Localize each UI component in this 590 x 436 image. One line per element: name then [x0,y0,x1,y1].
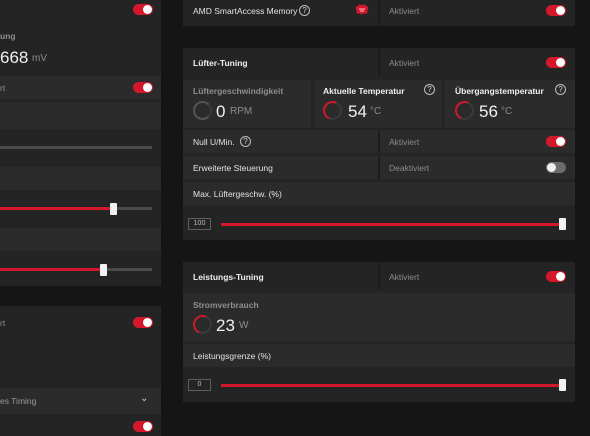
left-panel-bottom [0,306,161,436]
zero-rpm-help-icon[interactable]: ? [240,136,251,147]
fan-speed-label: Lüftergeschwindigkeit [193,86,284,96]
left-slider-1-track[interactable] [0,146,152,149]
smartaccess-help-icon[interactable]: ? [299,5,310,16]
left-timing-label: es Timing [0,396,37,406]
zero-rpm-status: Aktiviert [389,137,420,147]
fan-tuning-title: Lüfter-Tuning [193,58,248,68]
fan-speed-unit: RPM [230,106,253,117]
advanced-control-divider [378,156,380,179]
advanced-control-label: Erweiterte Steuerung [193,163,273,173]
power-tuning-title: Leistungs-Tuning [193,272,264,282]
fan-speed-gauge [193,101,212,120]
fan-temp-unit: °C [370,106,382,117]
advanced-control-status: Deaktiviert [389,163,430,173]
left-slider-3-thumb[interactable] [100,264,107,276]
left-toggle-4[interactable] [133,421,153,432]
zero-rpm-label: Null U/Min. [193,137,235,147]
left-slider-3-fill [0,268,103,271]
left-toggle-top[interactable] [133,4,153,15]
power-limit-thumb[interactable] [559,379,566,391]
fan-temp-value: 54 [348,102,367,121]
smartaccess-toggle[interactable] [546,5,566,16]
power-limit-row [183,344,575,367]
fan-header-divider [378,48,380,76]
max-fan-speed-row [183,182,575,205]
left-status-text-2: rt [0,318,6,328]
fan-temp-card [314,80,442,128]
left-voltage-unit: mV [32,53,47,64]
left-row-timing[interactable] [0,388,161,414]
fan-junction-value: 56 [479,102,498,121]
power-header-divider [378,262,380,290]
left-row-2 [0,102,161,129]
fan-junction-help-icon[interactable]: ? [555,84,566,95]
max-fan-speed-input[interactable]: 100 [188,218,211,230]
power-tuning-toggle[interactable] [546,271,566,282]
max-fan-speed-fill [221,223,564,226]
fan-tuning-status: Aktiviert [389,58,420,68]
left-status-text-1: rt [0,83,6,93]
max-fan-speed-label: Max. Lüftergeschw. (%) [193,189,282,199]
left-slider-2-thumb[interactable] [110,203,117,215]
left-voltage-label: ung [0,31,16,41]
fan-temp-help-icon[interactable]: ? [424,84,435,95]
chevron-down-icon[interactable]: ⌄ [140,393,149,404]
left-toggle-3[interactable] [133,317,153,328]
fan-speed-value: 0 [216,102,226,121]
fan-tuning-toggle[interactable] [546,57,566,68]
fan-temp-label: Aktuelle Temperatur [323,86,405,96]
fan-junction-label: Übergangstemperatur [455,86,544,96]
smartaccess-label: AMD SmartAccess Memory [193,6,298,16]
power-consumption-label: Stromverbrauch [193,300,259,310]
left-voltage-value: 668 [0,48,29,67]
smartaccess-divider [378,0,380,26]
brain-icon [354,4,370,17]
advanced-control-toggle[interactable] [546,162,566,173]
power-consumption-unit: W [239,320,249,331]
fan-junction-unit: °C [501,106,513,117]
zero-rpm-divider [378,130,380,153]
smartaccess-status: Aktiviert [389,6,420,16]
power-consumption-value: 23 [216,316,235,335]
power-limit-input[interactable]: 0 [188,379,211,391]
fan-junction-card [445,80,575,128]
left-toggle-2[interactable] [133,82,153,93]
left-slider-2-fill [0,207,113,210]
power-limit-label: Leistungsgrenze (%) [193,351,271,361]
power-consumption-card [183,293,575,341]
max-fan-speed-thumb[interactable] [559,218,566,230]
power-limit-fill [221,384,564,387]
power-tuning-status: Aktiviert [389,272,420,282]
zero-rpm-toggle[interactable] [546,136,566,147]
left-row-4 [0,228,161,251]
left-row-3 [0,167,161,190]
left-row-status [0,76,161,99]
